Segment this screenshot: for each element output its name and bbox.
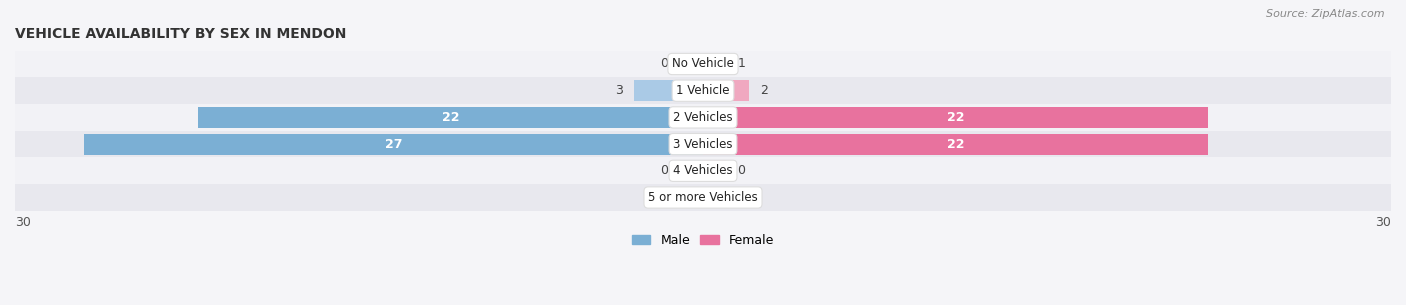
Text: 4 Vehicles: 4 Vehicles xyxy=(673,164,733,177)
Bar xyxy=(0,104,1406,131)
Text: 1 Vehicle: 1 Vehicle xyxy=(676,84,730,97)
Text: 27: 27 xyxy=(385,138,402,151)
Legend: Male, Female: Male, Female xyxy=(627,228,779,252)
Bar xyxy=(0,157,1406,184)
Text: 1: 1 xyxy=(737,58,745,70)
Text: 0: 0 xyxy=(661,191,669,204)
Bar xyxy=(0,131,1406,157)
Text: 30: 30 xyxy=(1375,216,1391,229)
Text: 2: 2 xyxy=(761,84,768,97)
Bar xyxy=(198,107,703,128)
Text: 2 Vehicles: 2 Vehicles xyxy=(673,111,733,124)
Text: 30: 30 xyxy=(15,216,31,229)
Bar xyxy=(681,187,703,208)
Text: No Vehicle: No Vehicle xyxy=(672,58,734,70)
Text: 3 Vehicles: 3 Vehicles xyxy=(673,138,733,151)
Text: 22: 22 xyxy=(441,111,460,124)
Text: 0: 0 xyxy=(661,164,669,177)
Bar xyxy=(681,54,703,74)
Bar xyxy=(703,54,725,74)
Bar xyxy=(703,107,1208,128)
Bar xyxy=(681,160,703,181)
Bar xyxy=(84,134,703,155)
Text: 3: 3 xyxy=(614,84,623,97)
Text: 22: 22 xyxy=(946,111,965,124)
Text: 5 or more Vehicles: 5 or more Vehicles xyxy=(648,191,758,204)
Bar xyxy=(0,184,1406,211)
Bar xyxy=(0,51,1406,77)
Text: Source: ZipAtlas.com: Source: ZipAtlas.com xyxy=(1267,9,1385,19)
Text: 0: 0 xyxy=(737,164,745,177)
Bar xyxy=(703,187,725,208)
Text: 0: 0 xyxy=(737,191,745,204)
Bar xyxy=(703,134,1208,155)
Bar xyxy=(634,80,703,101)
Bar xyxy=(0,77,1406,104)
Text: VEHICLE AVAILABILITY BY SEX IN MENDON: VEHICLE AVAILABILITY BY SEX IN MENDON xyxy=(15,27,346,41)
Text: 0: 0 xyxy=(661,58,669,70)
Text: 22: 22 xyxy=(946,138,965,151)
Bar xyxy=(703,160,725,181)
Bar xyxy=(703,80,749,101)
